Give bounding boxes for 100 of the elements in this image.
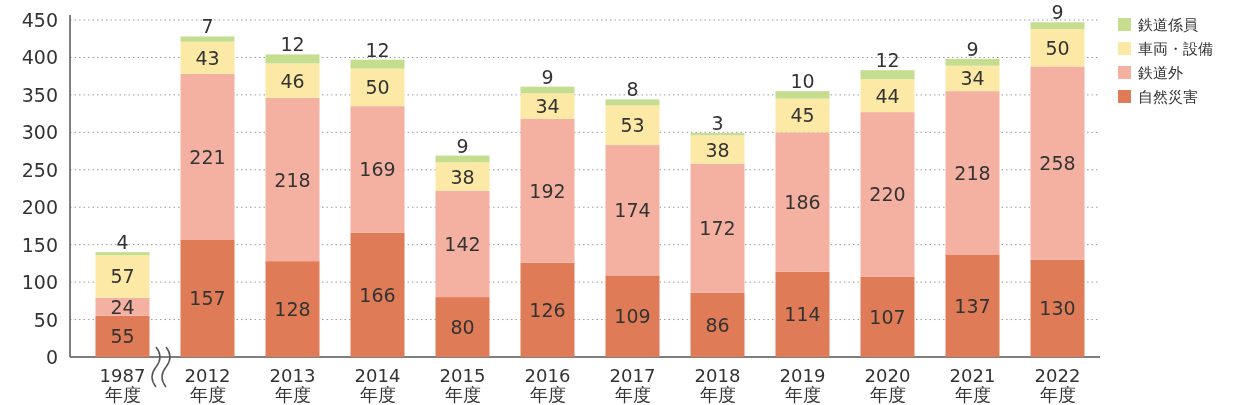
data-label: 8 <box>626 78 639 101</box>
data-label: 34 <box>535 95 560 118</box>
bar <box>350 232 405 357</box>
bar <box>95 255 150 298</box>
data-label: 109 <box>614 305 651 328</box>
y-tick-label: 50 <box>33 308 58 331</box>
bar <box>180 239 235 357</box>
data-label: 12 <box>365 38 390 61</box>
data-label: 50 <box>365 76 390 99</box>
data-label: 34 <box>960 67 985 90</box>
data-label: 186 <box>784 190 821 213</box>
data-label: 12 <box>875 49 900 72</box>
y-tick-label: 250 <box>21 158 58 181</box>
x-tick-label: 2014 年度 <box>354 365 401 405</box>
data-label: 3 <box>711 112 724 135</box>
data-label: 46 <box>280 69 305 92</box>
x-tick-label: 2017 年度 <box>609 365 656 405</box>
y-tick-label: 300 <box>21 121 58 144</box>
data-label: 7 <box>201 15 214 38</box>
y-tick-label: 100 <box>21 271 58 294</box>
data-label: 114 <box>784 303 821 326</box>
x-tick-label: 2015 年度 <box>439 365 486 405</box>
data-label: 126 <box>529 298 566 321</box>
data-label: 128 <box>274 298 311 321</box>
data-label: 9 <box>456 134 469 157</box>
bar <box>520 93 575 119</box>
legend-label: 鉄道係員 <box>1138 16 1198 34</box>
bar <box>350 106 405 233</box>
data-label: 24 <box>110 295 135 318</box>
data-label: 130 <box>1039 297 1076 320</box>
y-tick-label: 400 <box>21 46 58 69</box>
x-tick-label: 2022 年度 <box>1034 365 1081 405</box>
legend-label: 自然災害 <box>1138 88 1198 106</box>
bar <box>945 91 1000 255</box>
data-label: 218 <box>274 168 311 191</box>
data-label: 142 <box>444 232 481 255</box>
bar <box>1030 259 1085 357</box>
legend-label: 鉄道外 <box>1138 64 1183 82</box>
bar <box>690 292 745 357</box>
x-tick-label: 2019 年度 <box>779 365 826 405</box>
data-label: 221 <box>189 145 226 168</box>
bar <box>180 36 235 42</box>
bar <box>180 41 235 74</box>
bar <box>265 261 320 357</box>
bar <box>690 163 745 293</box>
bar <box>775 132 830 272</box>
bar <box>945 254 1000 357</box>
x-tick-label: 2021 年度 <box>949 365 996 405</box>
bar <box>1030 66 1085 260</box>
data-label: 10 <box>790 70 815 93</box>
bar <box>605 145 660 276</box>
bar <box>95 315 150 357</box>
bar <box>435 297 490 357</box>
bar <box>690 135 745 164</box>
bar <box>265 54 320 64</box>
data-label: 50 <box>1045 36 1070 59</box>
bar <box>1030 28 1085 67</box>
bar <box>435 190 490 298</box>
data-label: 45 <box>790 104 815 127</box>
bar <box>520 262 575 357</box>
bar <box>860 276 915 357</box>
data-label: 157 <box>189 287 226 310</box>
x-tick-label: 2013 年度 <box>269 365 316 405</box>
data-label: 166 <box>359 283 396 306</box>
data-label: 9 <box>966 37 979 60</box>
x-tick-label: 2012 年度 <box>184 365 231 405</box>
data-label: 80 <box>450 316 475 339</box>
data-label: 9 <box>541 65 554 88</box>
bar <box>605 275 660 357</box>
data-label: 53 <box>620 114 645 137</box>
data-label: 44 <box>875 84 900 107</box>
bar <box>945 58 1000 66</box>
bar <box>350 68 405 107</box>
y-tick-label: 0 <box>45 346 58 368</box>
x-tick-label: 2016 年度 <box>524 365 571 405</box>
data-label: 192 <box>529 179 566 202</box>
data-label: 220 <box>869 183 906 206</box>
data-label: 107 <box>869 305 906 328</box>
bar <box>520 118 575 263</box>
x-tick-label: 2020 年度 <box>864 365 911 405</box>
bar <box>180 73 235 240</box>
bar <box>605 99 660 106</box>
bar <box>775 91 830 99</box>
data-label: 258 <box>1039 152 1076 175</box>
data-label: 169 <box>359 158 396 181</box>
bar <box>350 59 405 69</box>
data-label: 174 <box>614 199 651 222</box>
data-label: 9 <box>1051 1 1064 24</box>
data-label: 38 <box>705 138 730 161</box>
data-label: 38 <box>450 165 475 188</box>
data-label: 86 <box>705 313 730 336</box>
legend-label: 車両・設備 <box>1138 40 1213 58</box>
y-tick-label: 450 <box>21 9 58 31</box>
bar <box>1030 22 1085 29</box>
y-tick-label: 200 <box>21 196 58 219</box>
bar <box>265 97 320 262</box>
bar <box>860 70 915 80</box>
data-label: 4 <box>116 231 129 254</box>
data-label: 43 <box>195 46 220 69</box>
bar <box>605 105 660 146</box>
